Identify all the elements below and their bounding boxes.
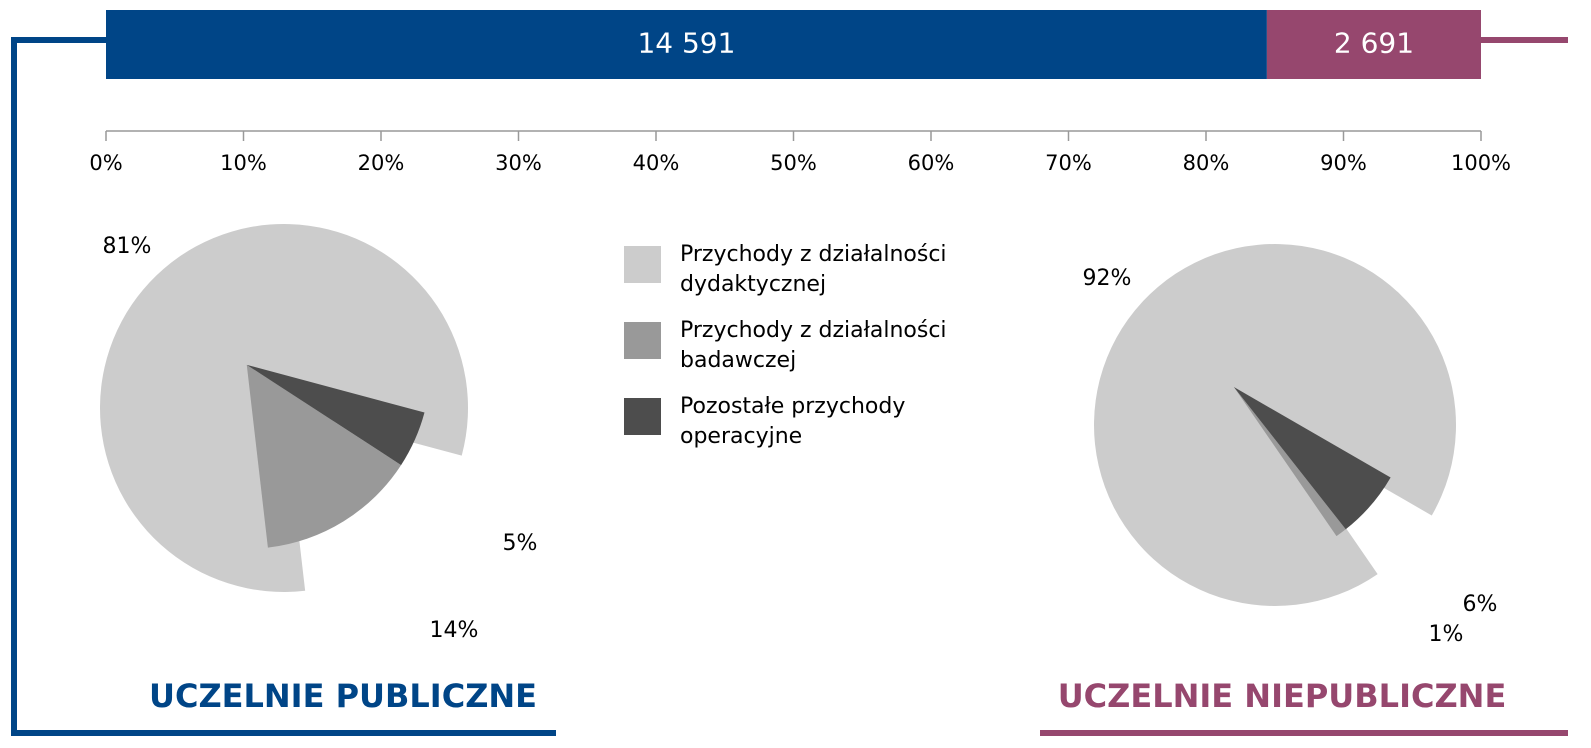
bar-segment	[106, 10, 1267, 79]
slice-label: 1%	[1429, 622, 1464, 647]
slice-label: 92%	[1083, 266, 1132, 291]
bar-segment	[1266, 10, 1481, 79]
x-tick-label: 90%	[1320, 151, 1367, 175]
frame-public	[11, 37, 556, 736]
x-tick-label: 40%	[633, 151, 680, 175]
x-tick-label: 100%	[1451, 151, 1511, 175]
x-tick-label: 20%	[358, 151, 405, 175]
legend-label: Przychody z działalności badawczej	[680, 318, 947, 373]
legend-swatch	[624, 398, 661, 435]
pie-slice	[1233, 387, 1391, 530]
x-tick-label: 70%	[1045, 151, 1092, 175]
legend-swatch	[624, 246, 661, 283]
pie-slice	[1233, 387, 1346, 537]
x-tick-label: 50%	[770, 151, 817, 175]
pie-slice	[246, 364, 425, 466]
slice-label: 5%	[503, 531, 538, 556]
legend-label: Pozostałe przychody operacyjne	[680, 394, 906, 449]
bar-label: 14 591	[637, 27, 735, 60]
slice-label: 81%	[103, 234, 152, 259]
legend-item: Pozostałe przychody operacyjne	[624, 392, 984, 452]
slice-label: 6%	[1463, 592, 1498, 617]
x-tick-label: 0%	[89, 151, 122, 175]
pie-title: UCZELNIE PUBLICZNE	[149, 677, 537, 715]
legend-label: Przychody z działalności dydaktycznej	[680, 242, 947, 297]
legend: Przychody z działalności dydaktycznej Prz…	[624, 240, 984, 468]
legend-item: Przychody z działalności badawczej	[624, 316, 984, 376]
pie-slice	[246, 364, 402, 548]
pie-title: UCZELNIE NIEPUBLICZNE	[1058, 677, 1507, 715]
x-tick-label: 10%	[220, 151, 267, 175]
bar-label: 2 691	[1334, 27, 1414, 60]
legend-item: Przychody z działalności dydaktycznej	[624, 240, 984, 300]
x-tick-label: 30%	[495, 151, 542, 175]
legend-swatch	[624, 322, 661, 359]
x-tick-label: 80%	[1183, 151, 1230, 175]
x-tick-label: 60%	[908, 151, 955, 175]
slice-label: 14%	[430, 618, 479, 643]
